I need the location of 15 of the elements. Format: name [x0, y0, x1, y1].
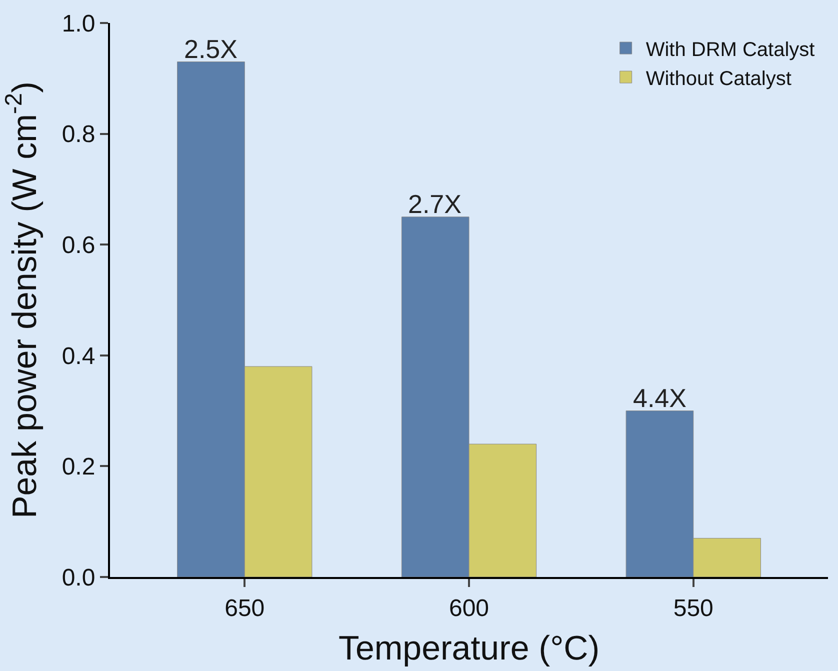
annotation: 4.4X: [633, 383, 686, 413]
y-tick-label: 0.2: [62, 454, 96, 481]
legend-label: With DRM Catalyst: [646, 38, 816, 61]
annotation: 2.7X: [408, 189, 462, 219]
x-tick-label: 600: [448, 594, 490, 622]
y-tick-label: 0.0: [62, 564, 96, 592]
legend-label: Without Catalyst: [646, 68, 792, 90]
y-tick-label: 0.4: [62, 342, 96, 370]
y-tick-label: 1.0: [62, 10, 96, 38]
annotation: 2.5X: [184, 34, 238, 64]
y-tick-label: 0.6: [62, 232, 96, 259]
x-axis-title: Temperature (°C): [338, 630, 600, 668]
x-tick-label: 550: [673, 594, 714, 622]
y-tick-label: 0.8: [62, 121, 96, 148]
x-tick-label: 650: [224, 594, 265, 622]
